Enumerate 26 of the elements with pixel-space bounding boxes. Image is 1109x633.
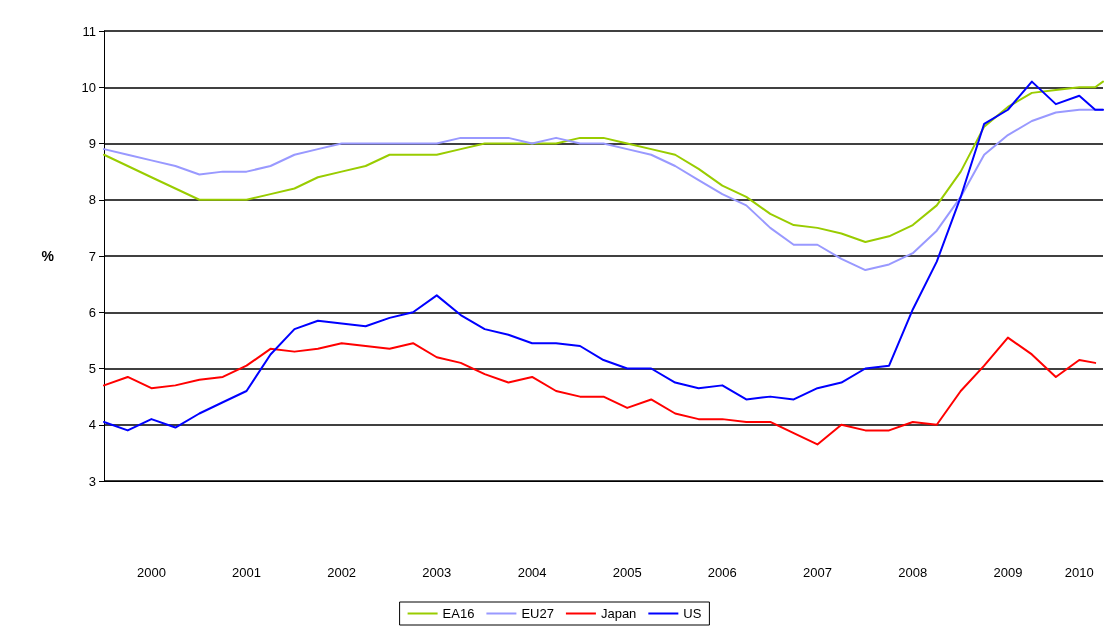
- x-tick-label: 2008: [898, 565, 928, 580]
- x-tick-label: 2003: [422, 565, 452, 580]
- x-tick-label: 2006: [707, 565, 737, 580]
- x-tick-label: 2009: [993, 565, 1023, 580]
- y-tick-label: 8: [88, 192, 96, 208]
- legend-label: US: [683, 606, 702, 621]
- x-tick-label: 2005: [612, 565, 642, 580]
- legend-label: Japan: [600, 606, 637, 621]
- y-tick-label: 6: [88, 304, 96, 320]
- y-tick-label: 5: [88, 361, 96, 376]
- x-tick-label: 2001: [232, 565, 261, 580]
- x-tick-label: 2002: [327, 565, 357, 580]
- x-tick-label: 2000: [136, 565, 166, 580]
- y-tick-label: 9: [88, 136, 96, 151]
- x-tick-label: 2004: [517, 565, 547, 580]
- x-tick-label: 2010: [1064, 565, 1094, 580]
- legend-label: EA16: [442, 606, 475, 621]
- y-tick-label: 4: [88, 417, 96, 433]
- legend-label: EU27: [521, 606, 554, 621]
- y-tick-label: 10: [81, 79, 96, 95]
- y-tick-label: 11: [82, 23, 96, 39]
- y-axis-title: %: [41, 248, 55, 264]
- y-tick-label: 3: [88, 473, 96, 489]
- line-series: [103, 336, 1097, 446]
- x-tick-label: 2007: [802, 565, 832, 580]
- y-tick-label: 7: [88, 248, 96, 264]
